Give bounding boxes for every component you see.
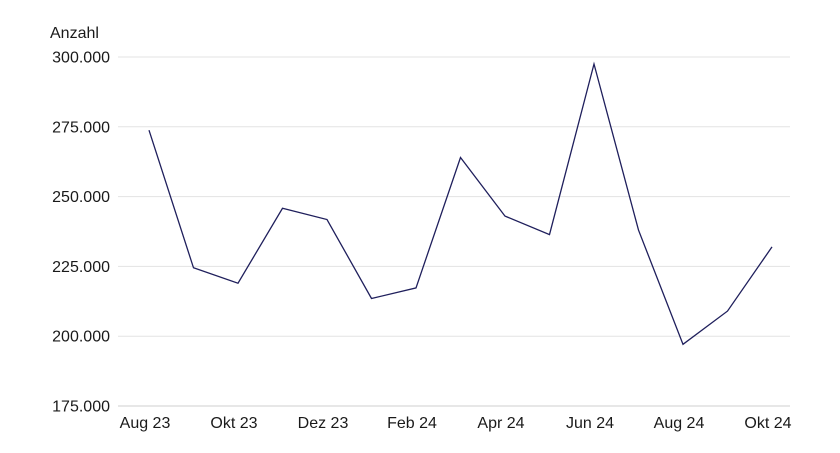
x-tick-label: Okt 23 (210, 415, 257, 432)
x-tick-labels: Aug 23 Okt 23 Dez 23 Feb 24 Apr 24 Jun 24 Aug … (120, 415, 792, 432)
x-tick-label: Jun 24 (566, 415, 614, 432)
y-tick-label: 225.000 (52, 259, 110, 276)
y-axis-label: Anzahl (50, 25, 99, 42)
series-layer (148, 61, 773, 346)
x-tick-label: Aug 23 (120, 415, 171, 432)
y-tick-labels: 175.000 200.000 225.000 250.000 275.000 300.0… (52, 50, 110, 416)
series-line (148, 61, 773, 346)
gridlines (118, 56, 790, 407)
x-tick-label: Aug 24 (654, 415, 705, 432)
y-tick-label: 275.000 (52, 119, 110, 136)
y-tick-label: 200.000 (52, 329, 110, 346)
x-tick-label: Dez 23 (298, 415, 349, 432)
x-tick-label: Feb 24 (387, 415, 437, 432)
y-tick-label: 300.000 (52, 50, 110, 67)
y-tick-label: 250.000 (52, 189, 110, 206)
y-tick-label: 175.000 (52, 399, 110, 416)
x-tick-label: Okt 24 (744, 415, 791, 432)
x-tick-label: Apr 24 (477, 415, 524, 432)
